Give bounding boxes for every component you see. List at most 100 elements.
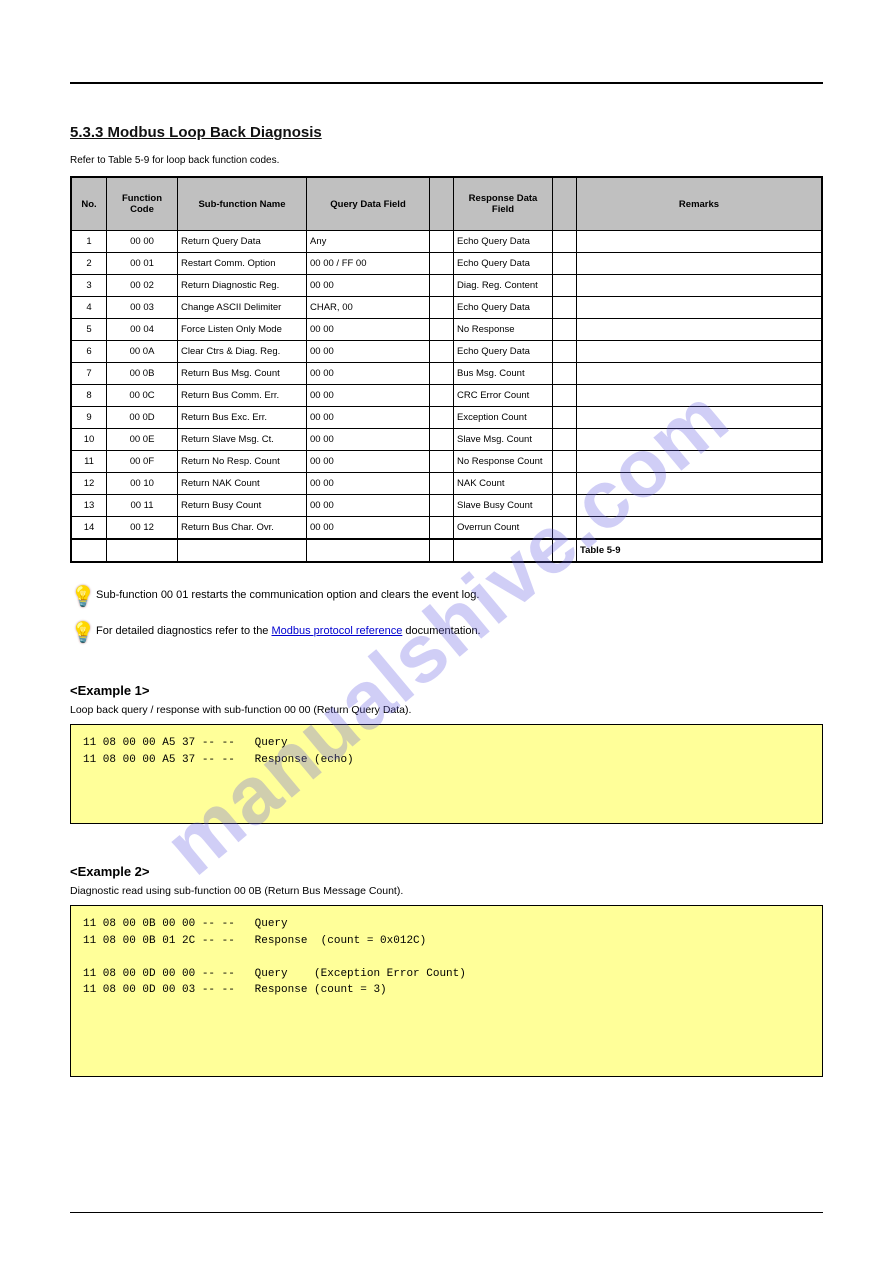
table-cell bbox=[553, 407, 577, 429]
table-total-row: Table 5-9 bbox=[71, 539, 822, 562]
table-header-cell: Remarks bbox=[577, 177, 823, 231]
tip-2-link[interactable]: Modbus protocol reference bbox=[271, 625, 402, 637]
table-row: 300 02Return Diagnostic Reg.00 00Diag. R… bbox=[71, 275, 822, 297]
table-cell: 00 0C bbox=[107, 385, 178, 407]
table-cell bbox=[430, 451, 454, 473]
table-cell bbox=[553, 517, 577, 540]
table-cell: 00 00 bbox=[307, 341, 430, 363]
table-cell bbox=[577, 341, 823, 363]
table-cell: 00 00 bbox=[307, 451, 430, 473]
table-cell bbox=[553, 539, 577, 562]
table-cell: 3 bbox=[71, 275, 107, 297]
table-cell: Overrun Count bbox=[454, 517, 553, 540]
lightbulb-icon: 💡 bbox=[70, 587, 96, 607]
table-cell bbox=[553, 429, 577, 451]
table-row: 200 01Restart Comm. Option00 00 / FF 00E… bbox=[71, 253, 822, 275]
table-cell: 00 00 bbox=[307, 363, 430, 385]
table-cell bbox=[553, 385, 577, 407]
table-cell: 6 bbox=[71, 341, 107, 363]
table-cell bbox=[577, 319, 823, 341]
tip-1: 💡 Sub-function 00 01 restarts the commun… bbox=[70, 587, 823, 607]
table-cell: 00 12 bbox=[107, 517, 178, 540]
table-header-cell: Function Code bbox=[107, 177, 178, 231]
table-cell: Clear Ctrs & Diag. Reg. bbox=[178, 341, 307, 363]
table-cell: 00 00 bbox=[307, 275, 430, 297]
table-cell: 00 02 bbox=[107, 275, 178, 297]
example2-heading: <Example 2> bbox=[70, 864, 823, 879]
table-cell: No Response Count bbox=[454, 451, 553, 473]
table-cell: Return Busy Count bbox=[178, 495, 307, 517]
table-cell: Bus Msg. Count bbox=[454, 363, 553, 385]
table-header-cell: Sub-function Name bbox=[178, 177, 307, 231]
table-cell bbox=[430, 341, 454, 363]
table-cell bbox=[430, 429, 454, 451]
table-cell bbox=[577, 495, 823, 517]
table-cell: 00 00 bbox=[307, 429, 430, 451]
table-cell: 00 00 bbox=[307, 319, 430, 341]
table-cell bbox=[577, 429, 823, 451]
example1-sub: Loop back query / response with sub-func… bbox=[70, 704, 823, 716]
table-cell bbox=[553, 297, 577, 319]
table-cell: Return NAK Count bbox=[178, 473, 307, 495]
table-cell bbox=[553, 253, 577, 275]
table-cell: Change ASCII Delimiter bbox=[178, 297, 307, 319]
table-cell: 4 bbox=[71, 297, 107, 319]
header-divider bbox=[70, 82, 823, 84]
table-cell bbox=[430, 363, 454, 385]
table-cell: CRC Error Count bbox=[454, 385, 553, 407]
table-cell: Echo Query Data bbox=[454, 253, 553, 275]
table-cell: 00 00 / FF 00 bbox=[307, 253, 430, 275]
table-cell bbox=[577, 231, 823, 253]
table-row: 1300 11Return Busy Count00 00Slave Busy … bbox=[71, 495, 822, 517]
table-cell: Any bbox=[307, 231, 430, 253]
table-cell: 5 bbox=[71, 319, 107, 341]
table-cell: 1 bbox=[71, 231, 107, 253]
table-cell: 00 00 bbox=[307, 495, 430, 517]
table-cell bbox=[577, 253, 823, 275]
table-row: 700 0BReturn Bus Msg. Count00 00Bus Msg.… bbox=[71, 363, 822, 385]
table-header-cell: Query Data Field bbox=[307, 177, 430, 231]
table-cell bbox=[577, 451, 823, 473]
example1-heading: <Example 1> bbox=[70, 683, 823, 698]
table-cell bbox=[430, 385, 454, 407]
table-row: 500 04Force Listen Only Mode00 00No Resp… bbox=[71, 319, 822, 341]
table-cell: 00 0F bbox=[107, 451, 178, 473]
table-cell bbox=[430, 297, 454, 319]
table-cell bbox=[553, 473, 577, 495]
table-cell: NAK Count bbox=[454, 473, 553, 495]
table-row: 900 0DReturn Bus Exc. Err.00 00Exception… bbox=[71, 407, 822, 429]
table-cell: 2 bbox=[71, 253, 107, 275]
table-cell: 11 bbox=[71, 451, 107, 473]
table-cell bbox=[553, 341, 577, 363]
table-cell: Slave Msg. Count bbox=[454, 429, 553, 451]
table-row: 400 03Change ASCII DelimiterCHAR, 00Echo… bbox=[71, 297, 822, 319]
table-cell bbox=[430, 231, 454, 253]
table-cell bbox=[430, 495, 454, 517]
table-cell: 00 0E bbox=[107, 429, 178, 451]
table-cell: Echo Query Data bbox=[454, 341, 553, 363]
table-cell: Return Diagnostic Reg. bbox=[178, 275, 307, 297]
table-cell: Restart Comm. Option bbox=[178, 253, 307, 275]
section-subnote: Refer to Table 5-9 for loop back functio… bbox=[70, 155, 823, 166]
table-cell bbox=[553, 231, 577, 253]
table-row: 1200 10Return NAK Count00 00NAK Count bbox=[71, 473, 822, 495]
table-cell bbox=[553, 319, 577, 341]
table-cell bbox=[307, 539, 430, 562]
table-cell: 00 04 bbox=[107, 319, 178, 341]
table-cell: 14 bbox=[71, 517, 107, 540]
tip-2-text: For detailed diagnostics refer to the Mo… bbox=[96, 623, 481, 637]
diagnostics-table: No.Function CodeSub-function NameQuery D… bbox=[70, 176, 823, 563]
table-cell: 7 bbox=[71, 363, 107, 385]
table-row: 1400 12Return Bus Char. Ovr.00 00Overrun… bbox=[71, 517, 822, 540]
tip-1-text: Sub-function 00 01 restarts the communic… bbox=[96, 587, 479, 601]
table-cell: 00 03 bbox=[107, 297, 178, 319]
table-cell bbox=[553, 275, 577, 297]
table-cell bbox=[577, 473, 823, 495]
table-cell bbox=[577, 407, 823, 429]
table-cell: 00 00 bbox=[307, 385, 430, 407]
table-cell: 00 0B bbox=[107, 363, 178, 385]
table-cell: 00 00 bbox=[307, 473, 430, 495]
table-cell bbox=[430, 275, 454, 297]
table-cell bbox=[430, 319, 454, 341]
table-cell bbox=[430, 517, 454, 540]
